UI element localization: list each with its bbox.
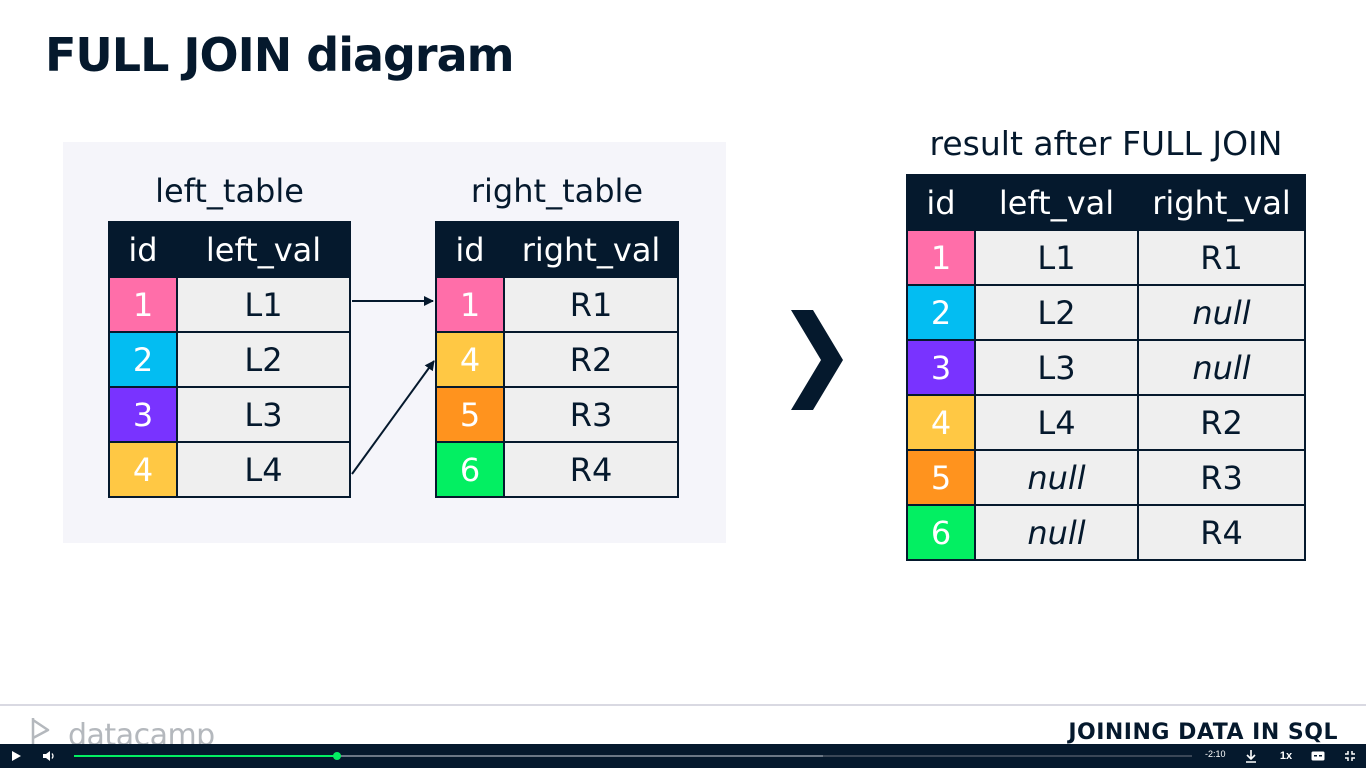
progress-bar[interactable]	[74, 752, 1192, 760]
right-value-cell: R2	[1137, 394, 1306, 451]
progress-fill	[74, 755, 337, 757]
id-cell: 3	[906, 339, 976, 396]
table-header-row: id left_val right_val	[906, 174, 1306, 231]
table-row: 4 L4 R2	[906, 394, 1306, 451]
progress-handle[interactable]	[332, 752, 341, 760]
id-cell: 1	[906, 229, 976, 286]
table-row: 1 L1	[108, 276, 351, 333]
left-table-caption: left_table	[155, 172, 304, 210]
course-name: JOINING DATA IN SQL	[1068, 720, 1338, 745]
column-header: right_val	[1137, 174, 1306, 231]
right-value-cell: null	[1137, 339, 1306, 396]
column-header: left_val	[974, 174, 1139, 231]
left-value-cell: L3	[974, 339, 1139, 396]
left-table: id left_val 1 L1 2 L2 3 L3 4 L4	[108, 221, 351, 498]
table-row: 2 L2	[108, 331, 351, 388]
left-value-cell: null	[974, 449, 1139, 506]
right-value-cell: R1	[1137, 229, 1306, 286]
table-row: 5 null R3	[906, 449, 1306, 506]
closed-captions-icon[interactable]	[1306, 744, 1330, 768]
column-header: id	[906, 174, 976, 231]
column-header: id	[435, 221, 505, 278]
value-cell: L1	[176, 276, 351, 333]
value-cell: L4	[176, 441, 351, 498]
id-cell: 6	[435, 441, 505, 498]
table-row: 1 R1	[435, 276, 679, 333]
id-cell: 3	[108, 386, 178, 443]
footer-divider	[0, 704, 1366, 706]
id-cell: 4	[108, 441, 178, 498]
datacamp-logo-text: datacamp	[68, 718, 215, 746]
right-value-cell: R3	[1137, 449, 1306, 506]
table-row: 6 null R4	[906, 504, 1306, 561]
right-value-cell: R4	[1137, 504, 1306, 561]
left-value-cell: L2	[974, 284, 1139, 341]
table-row: 1 L1 R1	[906, 229, 1306, 286]
progress-buffered	[74, 755, 824, 757]
value-cell: L2	[176, 331, 351, 388]
left-value-cell: null	[974, 504, 1139, 561]
value-cell: R1	[503, 276, 679, 333]
value-cell: R3	[503, 386, 679, 443]
datacamp-logo: datacamp	[30, 716, 230, 746]
table-row: 3 L3	[108, 386, 351, 443]
id-cell: 4	[906, 394, 976, 451]
result-table-caption: result after FULL JOIN	[929, 124, 1283, 163]
table-header-row: id right_val	[435, 221, 679, 278]
id-cell: 1	[435, 276, 505, 333]
column-header: left_val	[176, 221, 351, 278]
id-cell: 1	[108, 276, 178, 333]
playback-speed-button[interactable]: 1x	[1279, 750, 1293, 762]
id-cell: 5	[906, 449, 976, 506]
left-value-cell: L1	[974, 229, 1139, 286]
join-arrow-4-to-4	[351, 360, 435, 475]
id-cell: 2	[108, 331, 178, 388]
value-cell: R2	[503, 331, 679, 388]
id-cell: 6	[906, 504, 976, 561]
chevron-right-icon	[791, 310, 843, 410]
right-value-cell: null	[1137, 284, 1306, 341]
id-cell: 4	[435, 331, 505, 388]
id-cell: 2	[906, 284, 976, 341]
id-cell: 5	[435, 386, 505, 443]
play-icon[interactable]	[6, 744, 26, 768]
value-cell: L3	[176, 386, 351, 443]
table-row: 6 R4	[435, 441, 679, 498]
right-table: id right_val 1 R1 4 R2 5 R3 6 R4	[435, 221, 679, 498]
volume-icon[interactable]	[38, 744, 60, 768]
table-row: 2 L2 null	[906, 284, 1306, 341]
right-table-caption: right_table	[470, 172, 644, 210]
result-table: id left_val right_val 1 L1 R1 2 L2 null …	[906, 174, 1306, 561]
table-row: 4 R2	[435, 331, 679, 388]
exit-fullscreen-icon[interactable]	[1340, 744, 1360, 768]
column-header: id	[108, 221, 178, 278]
video-player-bar: -2:10 1x	[0, 744, 1366, 768]
slide-title: FULL JOIN diagram	[45, 28, 515, 82]
time-remaining: -2:10	[1205, 749, 1226, 759]
value-cell: R4	[503, 441, 679, 498]
table-header-row: id left_val	[108, 221, 351, 278]
table-row: 4 L4	[108, 441, 351, 498]
datacamp-logo-icon	[31, 718, 50, 744]
column-header: right_val	[503, 221, 679, 278]
table-row: 3 L3 null	[906, 339, 1306, 396]
table-row: 5 R3	[435, 386, 679, 443]
left-value-cell: L4	[974, 394, 1139, 451]
download-icon[interactable]	[1240, 744, 1262, 768]
